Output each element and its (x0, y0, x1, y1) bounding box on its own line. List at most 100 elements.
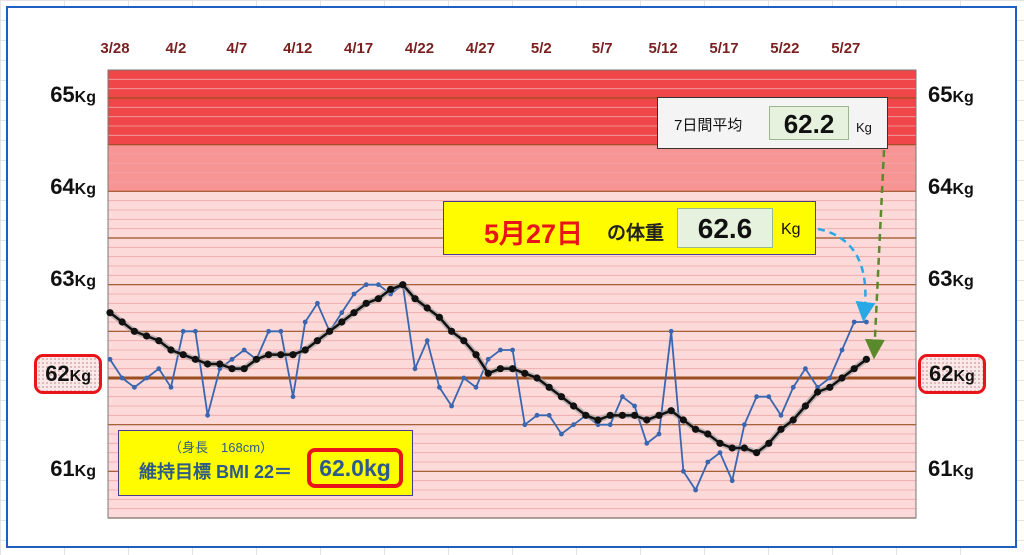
daily-point (607, 422, 613, 428)
x-tick-label: 5/12 (648, 40, 678, 57)
y-tick-label-right: 65Kg (928, 82, 974, 108)
average-point (631, 411, 639, 419)
daily-point (132, 384, 137, 390)
average-point (399, 281, 407, 289)
daily-point (839, 347, 845, 353)
average-point (167, 346, 175, 354)
daily-point (778, 412, 784, 418)
y-tick-unit: Kg (952, 181, 974, 198)
average-point (814, 388, 822, 396)
daily-point (168, 384, 174, 390)
y-tick-number: 61 (50, 456, 75, 481)
daily-point (668, 328, 674, 334)
daily-point (412, 366, 418, 372)
daily-point (473, 384, 479, 390)
y-tick-unit: Kg (74, 181, 96, 198)
average-point (191, 355, 199, 363)
daily-point (534, 412, 540, 418)
bmi-target-box: （身長 168cm） 維持目標 BMI 22＝ 62.0kg (118, 430, 413, 496)
average-point (313, 337, 321, 345)
average-point (277, 351, 285, 359)
average-point (216, 360, 224, 368)
daily-point (705, 459, 711, 465)
average-point (350, 309, 358, 317)
x-tick-label: 3/28 (100, 40, 130, 57)
y-tick-unit: Kg (74, 273, 96, 290)
average-point (801, 402, 810, 410)
average-point (826, 383, 834, 391)
daily-point (827, 375, 833, 381)
daily-point (424, 338, 430, 344)
daily-point (717, 450, 723, 456)
y-tick-label-right: 64Kg (928, 174, 974, 200)
average-point (289, 351, 297, 359)
y-tick-number: 65 (50, 82, 75, 107)
current-date: 5月27日 (484, 219, 584, 249)
daily-point (620, 394, 625, 400)
y-tick-label-left: 63Kg (50, 266, 96, 292)
x-tick-label: 5/22 (770, 40, 800, 57)
y-tick-label-right: 63Kg (928, 266, 974, 292)
daily-point (363, 282, 369, 288)
average-point (228, 365, 236, 373)
average-point (130, 327, 138, 335)
daily-point (107, 356, 113, 362)
y-tick-unit: Kg (952, 463, 974, 480)
daily-point (656, 431, 662, 437)
average-point (618, 411, 627, 419)
average-point (521, 369, 529, 377)
x-tick-label: 4/17 (343, 40, 374, 57)
daily-point (498, 347, 503, 353)
average-point (179, 351, 187, 359)
average-point (728, 444, 736, 452)
daily-point (595, 422, 601, 428)
daily-point (180, 328, 186, 334)
daily-point (315, 300, 320, 306)
average-point (484, 369, 492, 377)
current-weight-box: 5月27日 の体重 62.6 Kg (443, 201, 816, 255)
average-point (679, 416, 688, 424)
average-point (460, 337, 468, 345)
average-point (862, 355, 871, 363)
average-point (252, 355, 260, 363)
y-tick-unit: Kg (74, 89, 96, 106)
daily-point (302, 319, 308, 325)
average-point (448, 327, 456, 335)
daily-point (632, 403, 637, 409)
y-tick-label-left: 65Kg (50, 82, 96, 108)
daily-point (790, 384, 796, 390)
daily-point (851, 319, 857, 325)
daily-point (205, 412, 211, 418)
y-tick-label-left: 64Kg (50, 174, 96, 200)
plot-border (107, 69, 917, 519)
y-tick-number: 65 (928, 82, 953, 107)
x-tick-label: 5/17 (709, 40, 739, 57)
average-point (606, 411, 614, 419)
average-point (765, 439, 773, 447)
y-tick-unit: Kg (952, 273, 974, 290)
daily-point (461, 375, 467, 381)
average-point (508, 365, 517, 373)
y-tick-number: 63 (50, 266, 75, 291)
y-tick-unit: Kg (953, 368, 975, 385)
x-tick-label: 5/7 (591, 40, 613, 57)
daily-point (144, 375, 150, 381)
daily-point (278, 328, 284, 334)
average-point (411, 295, 419, 303)
average-point (118, 318, 126, 326)
average-point (326, 327, 334, 335)
y-tick-number: 61 (928, 456, 953, 481)
average-point (204, 360, 212, 368)
current-weight-unit: Kg (781, 221, 801, 238)
daily-point (754, 394, 759, 400)
average-point (692, 425, 700, 433)
x-tick-label: 4/7 (226, 40, 248, 57)
daily-point (351, 291, 357, 297)
average-point (106, 309, 114, 317)
average-point (740, 444, 749, 452)
y-tick-unit: Kg (74, 463, 96, 480)
average-point (753, 449, 761, 457)
bmi-target-label: 維持目標 BMI 22＝ (139, 462, 293, 482)
average-point (570, 402, 578, 410)
average-point (643, 416, 651, 424)
